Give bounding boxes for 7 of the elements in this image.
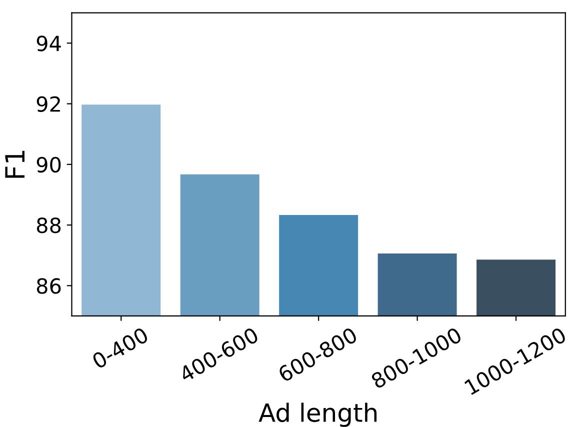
x-axis-title: Ad length [258, 402, 377, 427]
y-tick-label: 86 [36, 278, 61, 294]
y-tick-label: 88 [36, 217, 61, 234]
y-axis-title: F1 [5, 150, 24, 178]
y-tick-label: 92 [36, 96, 60, 112]
y-tick-label: 90 [36, 156, 61, 173]
y-tick-label: 94 [36, 36, 61, 52]
